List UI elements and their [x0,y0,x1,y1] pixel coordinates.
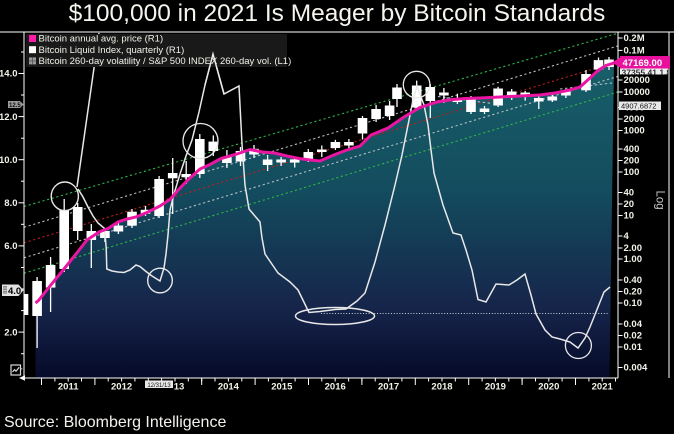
svg-text:200: 200 [624,156,640,167]
svg-text:2017: 2017 [378,382,399,393]
svg-text:0.02: 0.02 [624,331,643,342]
svg-text:13: 13 [174,382,185,393]
svg-text:2011: 2011 [58,382,79,393]
svg-text:12/31/13: 12/31/13 [147,383,171,389]
svg-text:10000: 10000 [624,87,650,98]
svg-text:40: 40 [624,188,635,199]
svg-text:47169.00: 47169.00 [623,58,663,69]
svg-text:2015: 2015 [271,382,293,393]
svg-text:0.04: 0.04 [624,319,643,330]
svg-text:0.01: 0.01 [624,342,643,353]
svg-text:400: 400 [624,144,640,155]
svg-text:100: 100 [624,167,640,178]
svg-text:2.00: 2.00 [624,243,643,254]
svg-text:2.0: 2.0 [4,327,17,338]
svg-text:4907.6872: 4907.6872 [621,102,656,111]
svg-text:8.0: 8.0 [4,198,17,209]
svg-text:12.5: 12.5 [9,103,21,109]
svg-text:10.0: 10.0 [0,155,18,166]
svg-text:Log: Log [654,191,666,210]
svg-text:2020: 2020 [538,382,559,393]
svg-text:0.40: 0.40 [624,275,643,286]
svg-text:2021: 2021 [592,382,614,393]
svg-text:2012: 2012 [111,382,132,393]
svg-text:Bitcoin 260-day volatility / S: Bitcoin 260-day volatility / S&P 500 IND… [39,56,292,67]
svg-text:0.2M: 0.2M [624,33,645,44]
svg-text:0.10: 0.10 [624,298,643,309]
svg-text:12.0: 12.0 [0,112,18,123]
svg-text:0.1M: 0.1M [624,46,645,57]
svg-text:20: 20 [624,199,635,210]
svg-text:1000: 1000 [624,126,645,137]
svg-text:2018: 2018 [431,382,452,393]
svg-text:0.20: 0.20 [624,287,643,298]
svg-text:1.00: 1.00 [624,254,643,265]
svg-text:4: 4 [624,231,630,242]
svg-text:10: 10 [624,211,635,222]
svg-text:0.004: 0.004 [624,363,648,374]
svg-text:2000: 2000 [624,114,645,125]
svg-text:37355.41 1.88: 37355.41 1.88 [622,68,674,78]
svg-text:4.0: 4.0 [8,286,21,297]
svg-text:2019: 2019 [485,382,506,393]
svg-text:Bitcoin Liquid Index, quarterl: Bitcoin Liquid Index, quarterly (R1) [39,45,185,56]
svg-text:2016: 2016 [325,382,346,393]
svg-text:14.0: 14.0 [0,69,18,80]
svg-text:Bitcoin annual avg. price (R1): Bitcoin annual avg. price (R1) [39,34,164,45]
svg-text:6.0: 6.0 [4,241,17,252]
svg-text:20000: 20000 [624,75,650,86]
svg-text:2014: 2014 [218,382,240,393]
